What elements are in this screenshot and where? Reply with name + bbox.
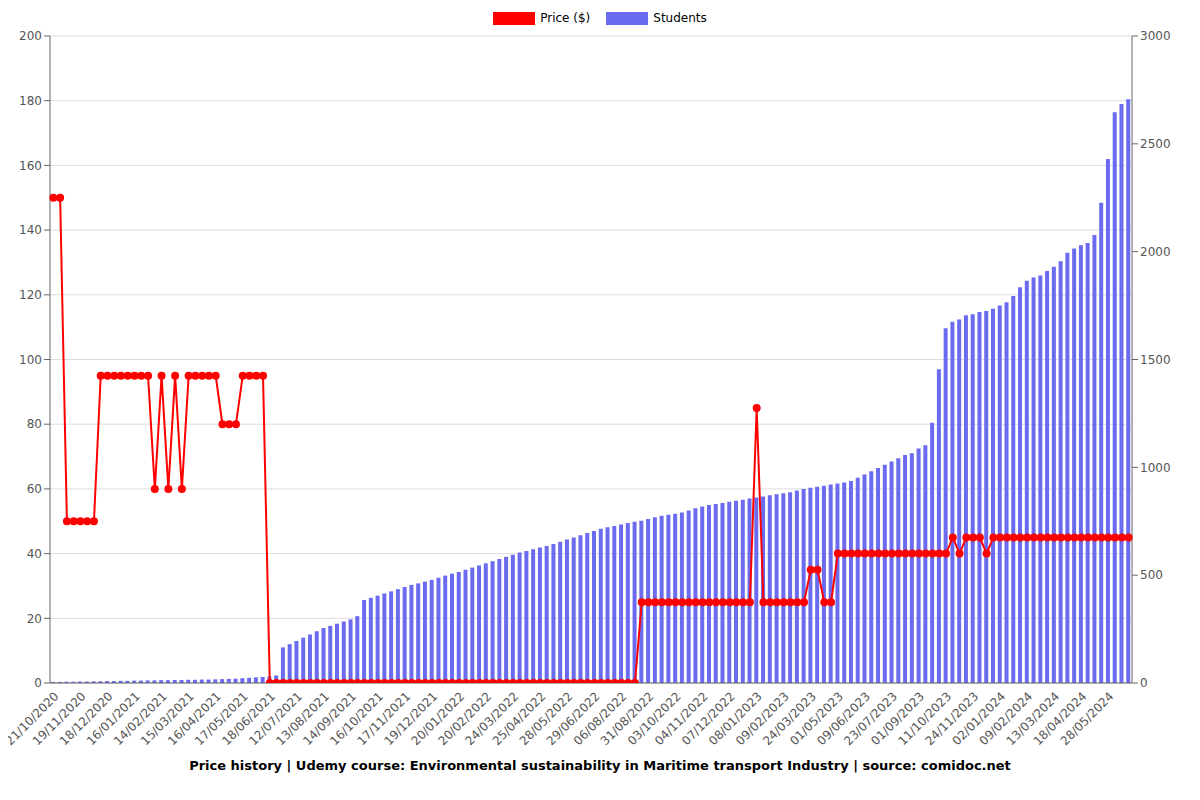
svg-text:15/03/2021: 15/03/2021: [138, 689, 197, 749]
html-text:Price ($): Price ($): [540, 11, 591, 25]
svg-text:29/06/2022: 29/06/2022: [543, 689, 603, 749]
svg-text:19/12/2021: 19/12/2021: [381, 689, 441, 749]
svg-text:14/02/2021: 14/02/2021: [110, 689, 170, 749]
svg-text:03/10/2022: 03/10/2022: [624, 689, 684, 749]
svg-text:100: 100: [19, 353, 42, 367]
svg-text:20: 20: [27, 612, 42, 626]
svg-text:80: 80: [27, 417, 42, 431]
svg-text:24/11/2023: 24/11/2023: [922, 689, 982, 749]
svg-text:14/09/2021: 14/09/2021: [300, 689, 360, 749]
svg-text:25/04/2022: 25/04/2022: [489, 689, 549, 749]
svg-text:09/06/2023: 09/06/2023: [814, 689, 873, 749]
svg-text:31/08/2022: 31/08/2022: [597, 689, 657, 749]
svg-text:18/06/2021: 18/06/2021: [219, 689, 278, 749]
svg-text:04/11/2022: 04/11/2022: [651, 689, 711, 749]
svg-text:120: 120: [19, 288, 42, 302]
svg-text:23/07/2023: 23/07/2023: [841, 689, 901, 749]
svg-text:1500: 1500: [1140, 353, 1171, 367]
svg-text:16/01/2021: 16/01/2021: [83, 689, 143, 749]
html-text:Price history | Udemy course:: Price history | Udemy course: Environmen…: [189, 758, 1011, 773]
svg-text:06/08/2022: 06/08/2022: [570, 689, 630, 749]
svg-text:17/11/2021: 17/11/2021: [354, 689, 414, 749]
html-text:Students: Students: [653, 11, 707, 25]
svg-text:0: 0: [1140, 676, 1148, 690]
svg-text:2500: 2500: [1140, 137, 1171, 151]
svg-text:40: 40: [27, 547, 42, 561]
svg-text:09/02/2024: 09/02/2024: [976, 689, 1036, 749]
svg-text:02/01/2024: 02/01/2024: [949, 689, 1009, 749]
svg-text:60: 60: [27, 482, 42, 496]
svg-text:01/09/2023: 01/09/2023: [868, 689, 928, 749]
svg-text:500: 500: [1140, 568, 1163, 582]
svg-text:1000: 1000: [1140, 461, 1171, 475]
svg-text:19/11/2020: 19/11/2020: [29, 689, 89, 749]
svg-text:11/10/2023: 11/10/2023: [895, 689, 955, 749]
svg-text:01/05/2023: 01/05/2023: [787, 689, 846, 749]
svg-text:07/12/2022: 07/12/2022: [679, 689, 738, 749]
svg-text:2000: 2000: [1140, 245, 1171, 259]
svg-text:20/02/2022: 20/02/2022: [435, 689, 495, 749]
svg-text:28/05/2022: 28/05/2022: [516, 689, 576, 749]
svg-text:0: 0: [34, 676, 42, 690]
svg-text:3000: 3000: [1140, 29, 1171, 43]
svg-text:08/01/2023: 08/01/2023: [706, 689, 765, 749]
svg-text:24/03/2023: 24/03/2023: [760, 689, 819, 749]
svg-text:16/10/2021: 16/10/2021: [327, 689, 387, 749]
svg-text:24/03/2022: 24/03/2022: [462, 689, 522, 749]
svg-text:18/12/2020: 18/12/2020: [56, 689, 116, 749]
svg-text:20/01/2022: 20/01/2022: [408, 689, 468, 749]
svg-text:160: 160: [19, 159, 42, 173]
svg-text:13/03/2024: 13/03/2024: [1003, 689, 1063, 749]
svg-text:180: 180: [19, 94, 42, 108]
svg-text:09/02/2023: 09/02/2023: [733, 689, 792, 749]
svg-text:140: 140: [19, 223, 42, 237]
svg-text:18/04/2024: 18/04/2024: [1030, 689, 1090, 749]
svg-text:17/05/2021: 17/05/2021: [192, 689, 251, 749]
svg-text:13/08/2021: 13/08/2021: [273, 689, 332, 749]
svg-text:16/04/2021: 16/04/2021: [165, 689, 224, 749]
svg-text:200: 200: [19, 29, 42, 43]
svg-text:12/07/2021: 12/07/2021: [246, 689, 305, 749]
svg-text:28/05/2024: 28/05/2024: [1058, 689, 1117, 748]
